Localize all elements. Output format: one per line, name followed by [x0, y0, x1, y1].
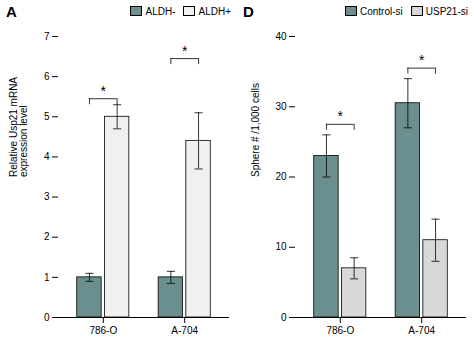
html-text:D: D — [243, 2, 254, 20]
svg-text:A-704: A-704 — [408, 325, 435, 336]
svg-text:*: * — [182, 43, 188, 59]
svg-text:786-O: 786-O — [89, 325, 117, 336]
svg-text:0: 0 — [44, 312, 50, 323]
html-text:A: A — [6, 2, 17, 20]
svg-text:*: * — [101, 83, 107, 99]
svg-text:40: 40 — [275, 31, 287, 42]
svg-text:6: 6 — [44, 71, 50, 82]
svg-text:0: 0 — [281, 312, 287, 323]
svg-text:10: 10 — [275, 241, 287, 252]
svg-text:3: 3 — [44, 191, 50, 202]
svg-text:786-O: 786-O — [326, 325, 354, 336]
html-text:Control-si: Control-si — [360, 5, 403, 17]
html-text:ALDH+: ALDH+ — [198, 5, 231, 17]
svg-text:2: 2 — [44, 231, 50, 242]
html-text:USP21-si: USP21-si — [425, 5, 468, 17]
html-text:ALDH-: ALDH- — [145, 5, 176, 17]
svg-text:1: 1 — [44, 272, 50, 283]
svg-text:Sphere # /1,000 cells: Sphere # /1,000 cells — [250, 83, 261, 177]
svg-text:20: 20 — [275, 171, 287, 182]
svg-text:7: 7 — [44, 31, 50, 42]
svg-text:30: 30 — [275, 101, 287, 112]
svg-text:*: * — [338, 108, 344, 124]
svg-text:5: 5 — [44, 111, 50, 122]
svg-text:4: 4 — [44, 151, 50, 162]
svg-text:Relative Usp21 mRNAexpression: Relative Usp21 mRNAexpression level — [8, 77, 29, 177]
svg-text:A-704: A-704 — [171, 325, 198, 336]
svg-text:*: * — [419, 52, 425, 68]
